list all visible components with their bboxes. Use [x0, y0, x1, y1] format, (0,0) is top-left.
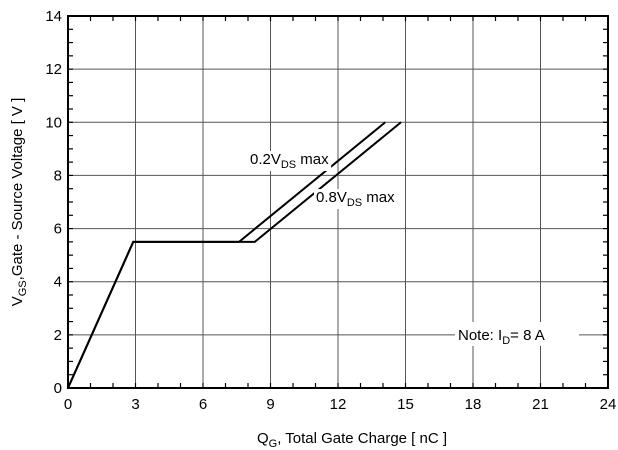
y-tick-label: 0	[54, 380, 62, 397]
x-tick-label: 12	[330, 396, 347, 413]
series-label-background	[248, 151, 332, 171]
y-tick-label: 14	[45, 8, 62, 25]
y-tick-label: 12	[45, 61, 62, 78]
y-axis-title: VGS,Gate - Source Voltage [ V ]	[9, 98, 29, 307]
series-lines	[67, 121, 402, 389]
x-tick-label: 3	[131, 396, 139, 413]
x-tick-label: 18	[465, 396, 482, 413]
series-label-0.2vds: 0.2VDS max	[250, 151, 329, 171]
y-tick-label: 10	[45, 114, 62, 131]
y-tick-label: 2	[54, 327, 62, 344]
series-label-0.8vds: 0.8VDS max	[316, 189, 395, 209]
x-tick-label: 15	[397, 396, 414, 413]
series-line-0.8vds	[67, 121, 402, 389]
y-tick-label: 4	[54, 274, 62, 291]
x-tick-label: 6	[199, 396, 207, 413]
x-tick-label: 0	[64, 396, 72, 413]
y-tick-label: 6	[54, 221, 62, 238]
plot-frame	[67, 15, 609, 389]
note-background	[455, 322, 579, 346]
x-axis-title: QG, Total Gate Charge [ nC ]	[257, 430, 447, 450]
y-tick-label: 8	[54, 167, 62, 184]
x-tick-label: 21	[532, 396, 549, 413]
x-tick-label: 9	[266, 396, 274, 413]
note-annotation: Note: ID= 8 A	[458, 327, 545, 347]
x-tick-label: 24	[600, 396, 617, 413]
series-label-background	[314, 189, 398, 209]
